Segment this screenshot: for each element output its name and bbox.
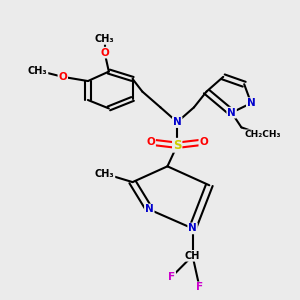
- Text: N: N: [145, 205, 154, 214]
- Text: O: O: [58, 72, 67, 82]
- Text: O: O: [100, 48, 109, 58]
- Text: CH₂CH₃: CH₂CH₃: [244, 130, 280, 139]
- Text: S: S: [173, 139, 182, 152]
- Text: N: N: [227, 108, 236, 118]
- Text: CH₃: CH₃: [95, 34, 115, 44]
- Text: CH: CH: [185, 251, 200, 261]
- Text: F: F: [196, 282, 203, 292]
- Text: N: N: [188, 224, 197, 233]
- Text: O: O: [199, 137, 208, 147]
- Text: F: F: [168, 272, 175, 282]
- Text: N: N: [173, 117, 182, 127]
- Text: O: O: [146, 137, 155, 147]
- Text: CH₃: CH₃: [28, 65, 47, 76]
- Text: CH₃: CH₃: [95, 169, 115, 179]
- Text: N: N: [247, 98, 256, 108]
